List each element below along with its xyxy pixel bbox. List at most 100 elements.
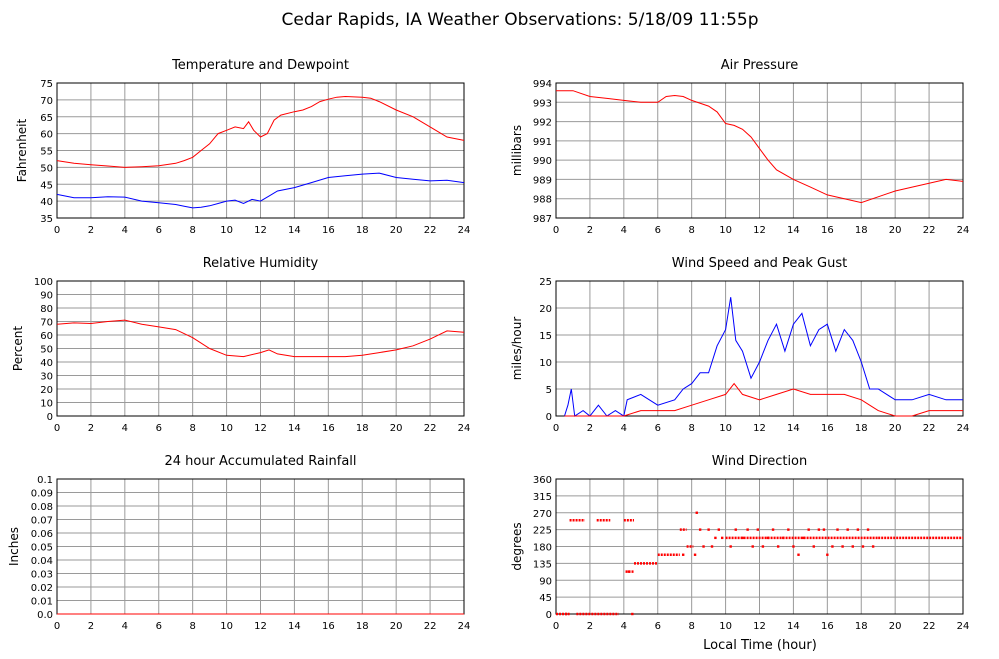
x-tick-label: 4 — [122, 225, 128, 236]
y-tick-label: 0.07 — [31, 516, 53, 527]
direction-point — [761, 545, 765, 548]
x-tick-label: 8 — [189, 225, 195, 236]
x-tick-label: 14 — [288, 621, 301, 632]
y-tick-label: 20 — [539, 304, 552, 315]
x-tick-label: 10 — [220, 225, 233, 236]
x-tick-label: 2 — [587, 423, 593, 434]
y-tick-label: 40 — [40, 358, 53, 369]
y-tick-label: 75 — [40, 79, 53, 90]
y-tick-label: 45 — [539, 593, 552, 604]
series-line-blue — [56, 172, 465, 209]
direction-point — [698, 528, 702, 531]
direction-point — [729, 545, 732, 548]
direction-point — [802, 536, 805, 540]
x-tick-label: 4 — [621, 621, 627, 632]
x-tick-label: 0 — [54, 621, 60, 632]
plot-frame — [56, 280, 465, 417]
panel-title: Wind Speed and Peak Gust — [672, 256, 847, 271]
x-tick-label: 10 — [719, 225, 732, 236]
direction-point — [771, 528, 775, 531]
y-axis-label: miles/hour — [510, 317, 524, 381]
series-line-red — [56, 319, 465, 358]
y-tick-label: 993 — [533, 98, 552, 109]
x-tick-label: 10 — [719, 621, 732, 632]
y-axis-label: Percent — [11, 326, 25, 371]
y-tick-label: 180 — [533, 543, 552, 554]
x-tick-label: 2 — [88, 225, 94, 236]
y-tick-label: 0.09 — [31, 489, 53, 500]
y-tick-label: 0.03 — [31, 570, 53, 581]
direction-point — [826, 553, 829, 556]
x-tick-label: 4 — [621, 423, 627, 434]
y-tick-label: 225 — [533, 526, 552, 537]
direction-point — [631, 612, 634, 616]
x-tick-label: 22 — [424, 225, 437, 236]
x-tick-label: 4 — [122, 423, 128, 434]
direction-point — [782, 536, 785, 540]
x-tick-label: 18 — [356, 225, 369, 236]
x-tick-label: 8 — [688, 225, 694, 236]
panel-title: 24 hour Accumulated Rainfall — [164, 454, 356, 469]
y-tick-label: 0.04 — [31, 556, 53, 567]
y-tick-label: 55 — [40, 147, 53, 158]
x-tick-label: 20 — [889, 423, 902, 434]
x-tick-label: 6 — [655, 225, 661, 236]
y-tick-label: 0.01 — [31, 597, 53, 608]
x-tick-label: 8 — [189, 621, 195, 632]
panel-title: Air Pressure — [721, 58, 799, 73]
plot-frame — [555, 280, 964, 417]
direction-point — [681, 553, 685, 556]
direction-point — [851, 545, 854, 548]
x-tick-label: 0 — [553, 225, 559, 236]
x-tick-label: 22 — [923, 423, 936, 434]
x-tick-label: 22 — [424, 621, 437, 632]
direction-point — [817, 528, 821, 531]
y-tick-label: 60 — [40, 331, 53, 342]
direction-point — [564, 612, 568, 616]
x-tick-label: 22 — [424, 423, 437, 434]
x-tick-label: 10 — [220, 621, 233, 632]
y-axis-label: millibars — [510, 125, 524, 176]
direction-point — [846, 528, 849, 531]
y-tick-label: 0.0 — [37, 610, 53, 621]
y-tick-label: 994 — [533, 79, 552, 90]
x-tick-label: 20 — [889, 225, 902, 236]
direction-point — [787, 528, 790, 531]
y-tick-label: 50 — [40, 163, 53, 174]
y-tick-label: 90 — [539, 576, 552, 587]
x-tick-label: 20 — [390, 225, 403, 236]
direction-point — [841, 545, 844, 548]
x-tick-label: 0 — [54, 423, 60, 434]
y-tick-label: 135 — [533, 559, 552, 570]
x-tick-label: 22 — [923, 225, 936, 236]
direction-point — [717, 528, 720, 531]
x-tick-label: 12 — [254, 423, 267, 434]
y-tick-label: 50 — [40, 345, 53, 356]
x-tick-label: 6 — [156, 225, 162, 236]
x-tick-label: 14 — [288, 225, 301, 236]
x-tick-label: 6 — [655, 621, 661, 632]
x-tick-label: 16 — [821, 621, 834, 632]
y-tick-label: 360 — [533, 475, 552, 486]
x-tick-label: 24 — [957, 621, 970, 632]
direction-point — [822, 528, 826, 531]
panel-title: Wind Direction — [712, 454, 808, 469]
y-tick-label: 90 — [40, 291, 53, 302]
x-tick-label: 18 — [356, 621, 369, 632]
y-tick-label: 45 — [40, 180, 53, 191]
x-tick-label: 18 — [855, 423, 868, 434]
y-tick-label: 315 — [533, 492, 552, 503]
y-tick-label: 0.08 — [31, 502, 53, 513]
x-tick-label: 16 — [821, 225, 834, 236]
direction-point — [776, 545, 780, 548]
x-axis-label: Local Time (hour) — [703, 638, 817, 653]
x-tick-label: 2 — [88, 621, 94, 632]
series-line-red — [556, 90, 964, 204]
x-tick-label: 24 — [458, 621, 471, 632]
